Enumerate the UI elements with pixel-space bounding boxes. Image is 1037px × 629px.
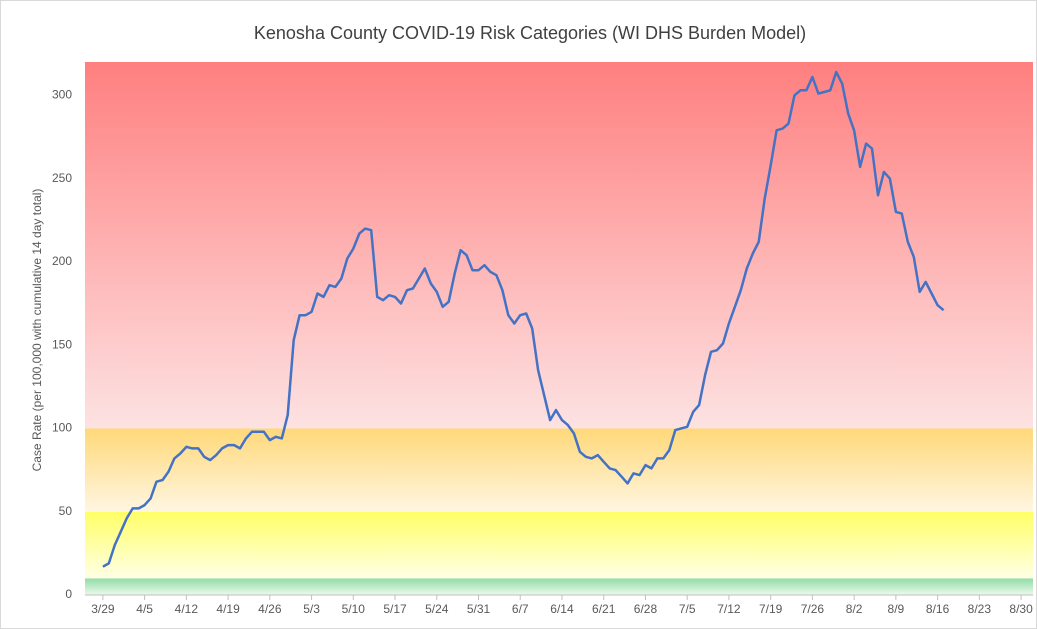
- x-tick-label: 5/17: [383, 602, 407, 616]
- x-tick-label: 8/2: [846, 602, 863, 616]
- x-tick-label: 4/12: [175, 602, 199, 616]
- y-tick-label: 200: [52, 254, 72, 268]
- x-tick-label: 8/23: [968, 602, 992, 616]
- y-tick-label: 50: [59, 504, 73, 518]
- x-tick-label: 5/3: [303, 602, 320, 616]
- x-tick-label: 3/29: [91, 602, 115, 616]
- y-tick-label: 100: [52, 421, 72, 435]
- x-tick-label: 6/28: [634, 602, 658, 616]
- x-tick-label: 7/26: [801, 602, 825, 616]
- x-tick-label: 7/5: [679, 602, 696, 616]
- x-tick-label: 7/19: [759, 602, 783, 616]
- risk-band: [85, 511, 1033, 579]
- y-tick-label: 250: [52, 171, 72, 185]
- x-tick-label: 5/10: [342, 602, 366, 616]
- x-tick-label: 8/16: [926, 602, 950, 616]
- x-tick-label: 6/7: [512, 602, 529, 616]
- x-tick-label: 5/31: [467, 602, 491, 616]
- y-tick-label: 300: [52, 87, 72, 101]
- x-tick-label: 6/21: [592, 602, 616, 616]
- risk-band: [85, 428, 1033, 512]
- risk-band: [85, 62, 1033, 429]
- chart-title: Kenosha County COVID-19 Risk Categories …: [254, 23, 806, 43]
- data-line: [102, 70, 945, 568]
- x-tick-label: 4/26: [258, 602, 282, 616]
- x-tick-label: 8/9: [888, 602, 905, 616]
- x-tick-label: 7/12: [717, 602, 741, 616]
- x-tick-label: 4/5: [136, 602, 153, 616]
- y-tick-label: 150: [52, 337, 72, 351]
- y-axis-label: Case Rate (per 100,000 with cumulative 1…: [30, 189, 44, 472]
- x-tick-label: 5/24: [425, 602, 449, 616]
- x-tick-label: 6/14: [550, 602, 574, 616]
- x-tick-label: 4/19: [216, 602, 240, 616]
- x-tick-label: 8/30: [1009, 602, 1033, 616]
- y-tick-label: 0: [65, 587, 72, 601]
- risk-band: [85, 578, 1033, 595]
